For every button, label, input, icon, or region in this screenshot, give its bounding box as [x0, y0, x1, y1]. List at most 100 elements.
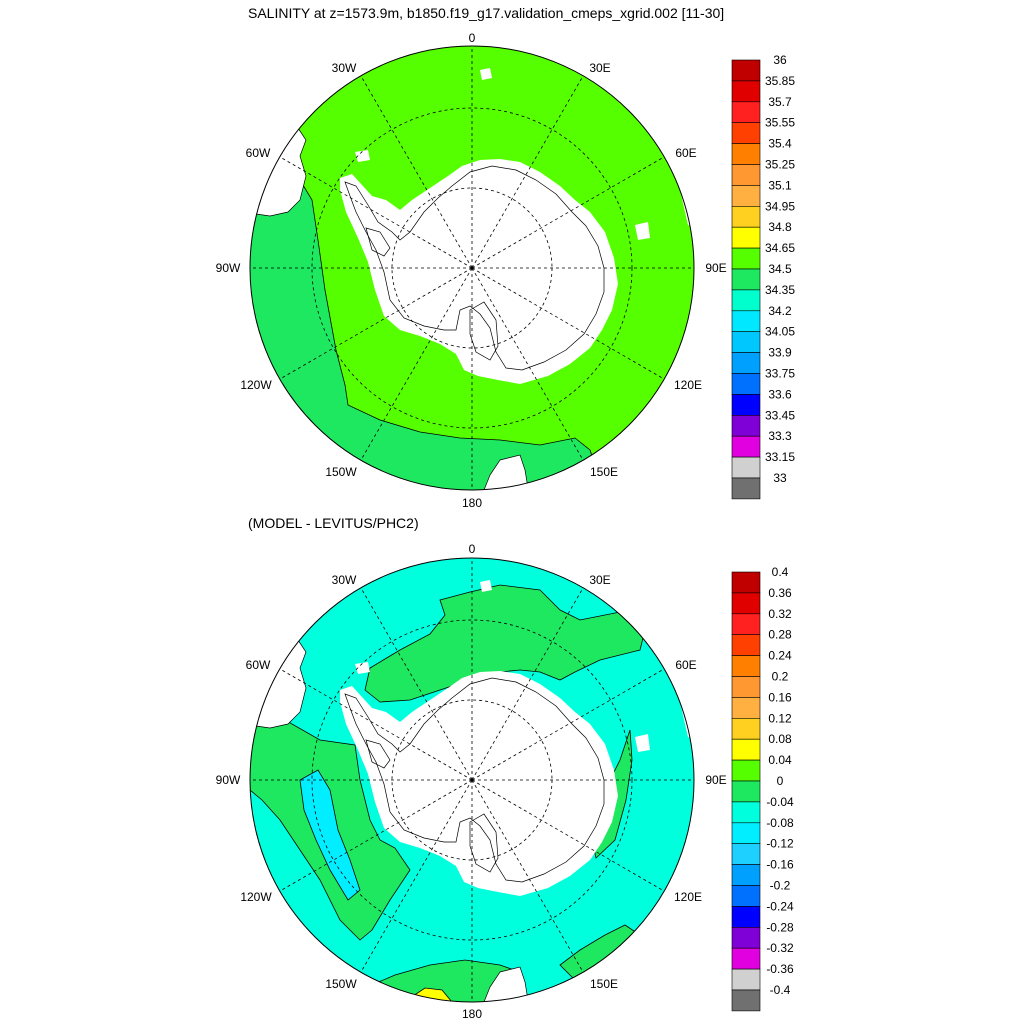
top-colorbar-box-19 — [731, 456, 761, 479]
top-colorbar-box-1 — [731, 80, 761, 103]
top-colorbar-box-11 — [731, 289, 761, 312]
top-colorbar-box-0 — [731, 59, 761, 82]
bottom-colorbar-label-16: -0.24 — [766, 899, 794, 913]
bottom-south-america — [250, 639, 307, 729]
top-lon-label-30e: 30E — [589, 61, 610, 75]
bottom-colorbar-label-9: 0.04 — [768, 753, 792, 767]
top-island-2 — [480, 68, 492, 80]
top-graticule — [250, 46, 694, 490]
bottom-lon-label-120e: 120E — [674, 890, 702, 904]
top-colorbar-label-10: 34.5 — [768, 262, 792, 276]
top-colorbar-box-20 — [731, 477, 761, 500]
top-colorbar-label-3: 35.55 — [765, 116, 795, 130]
top-lon-label-60w: 60W — [246, 146, 271, 160]
bottom-colorbar-box-10 — [731, 780, 761, 803]
bottom-colorbar-label-6: 0.16 — [768, 690, 792, 704]
top-lon-label-120w: 120W — [240, 378, 272, 392]
top-colorbar-label-0: 36 — [773, 53, 787, 67]
bottom-island-2 — [480, 580, 492, 592]
bottom-map-title: (MODEL - LEVITUS/PHC2) — [248, 515, 419, 531]
bottom-colorbar-box-15 — [731, 885, 761, 907]
bottom-colorbar-box-8 — [731, 738, 761, 761]
top-lon-label-0: 0 — [469, 31, 476, 45]
top-antarctica — [340, 159, 618, 384]
top-colorbar-box-5 — [731, 164, 761, 186]
bottom-lon-label-150w: 150W — [325, 977, 357, 991]
bottom-colorbar-label-12: -0.08 — [766, 816, 794, 830]
bottom-map: 0 30E 60E 90E 120E 150E 180 150W 120W 90… — [216, 542, 727, 1021]
top-colorbar-label-5: 35.25 — [765, 158, 795, 172]
bottom-colorbar-label-20: -0.4 — [770, 983, 791, 997]
bottom-lon-label-30w: 30W — [332, 573, 357, 587]
top-colorbar-box-10 — [731, 268, 761, 291]
bottom-positive-anomaly-atlantic — [364, 584, 646, 703]
bottom-colorbar-label-3: 0.28 — [768, 628, 792, 642]
top-antarctica-coast — [344, 165, 605, 371]
top-colorbar-box-9 — [731, 247, 761, 270]
top-lon-label-90w: 90W — [216, 261, 241, 275]
bottom-colorbar-box-6 — [731, 697, 761, 719]
top-colorbar-box-8 — [731, 226, 761, 249]
bottom-colorbar-label-5: 0.2 — [772, 670, 789, 684]
top-colorbar-label-13: 34.05 — [765, 325, 795, 339]
bottom-colorbar-box-4 — [731, 655, 761, 677]
bottom-colorbar-box-9 — [731, 759, 761, 782]
top-colorbar-box-4 — [731, 143, 761, 165]
bottom-colorbar-label-2: 0.32 — [768, 607, 792, 621]
bottom-colorbar-label-18: -0.32 — [766, 941, 794, 955]
bottom-colorbar-box-20 — [731, 989, 761, 1012]
bottom-colorbar-label-11: -0.04 — [766, 795, 794, 809]
top-colorbar-label-16: 33.6 — [768, 387, 792, 401]
bottom-lon-label-120w: 120W — [240, 890, 272, 904]
bottom-ross-shelf-outline — [469, 813, 499, 873]
bottom-colorbar-box-17 — [731, 926, 761, 949]
top-colorbar-label-9: 34.65 — [765, 241, 795, 255]
top-lon-label-60e: 60E — [675, 146, 696, 160]
bottom-colorbar: 0.4 0.36 0.32 0.28 0.24 0.2 0.16 0.12 0.08 0.04 0 -… — [731, 565, 794, 1012]
top-lon-label-120e: 120E — [674, 378, 702, 392]
bottom-colorbar-box-1 — [731, 592, 761, 615]
bottom-colorbar-box-11 — [731, 801, 761, 824]
bottom-island-3 — [635, 734, 650, 752]
top-south-america — [250, 127, 307, 217]
top-colorbar-box-3 — [731, 122, 761, 144]
bottom-lon-label-60e: 60E — [675, 658, 696, 672]
bottom-antarctica — [340, 671, 618, 896]
bottom-colorbar-label-19: -0.36 — [766, 962, 794, 976]
top-colorbar-label-2: 35.7 — [768, 95, 792, 109]
top-island-3 — [635, 222, 650, 240]
top-pole-marker — [471, 267, 473, 269]
bottom-colorbar-label-14: -0.16 — [766, 858, 794, 872]
bottom-colorbar-label-17: -0.28 — [766, 920, 794, 934]
top-lon-label-180: 180 — [462, 496, 482, 510]
bottom-colorbar-box-3 — [731, 634, 761, 656]
top-colorbar-label-12: 34.2 — [768, 304, 792, 318]
top-colorbar-label-4: 35.4 — [768, 137, 792, 151]
bottom-colorbar-label-13: -0.12 — [766, 837, 794, 851]
bottom-colorbar-label-15: -0.2 — [770, 879, 791, 893]
bottom-lon-label-60w: 60W — [246, 658, 271, 672]
top-weddell-shelf-outline — [365, 227, 391, 257]
bottom-colorbar-box-18 — [731, 947, 761, 970]
bottom-colorbar-box-16 — [731, 906, 761, 928]
bottom-lon-label-180: 180 — [462, 1007, 482, 1021]
bottom-colorbar-box-0 — [731, 571, 761, 594]
bottom-colorbar-box-12 — [731, 822, 761, 844]
top-colorbar-label-20: 33 — [773, 471, 787, 485]
top-colorbar-box-6 — [731, 185, 761, 207]
bottom-graticule — [250, 558, 694, 1002]
top-colorbar-label-1: 35.85 — [765, 74, 795, 88]
top-lon-label-150w: 150W — [325, 465, 357, 479]
bottom-colorbar-box-14 — [731, 864, 761, 886]
top-colorbar-box-7 — [731, 206, 761, 228]
top-colorbar-label-6: 35.1 — [768, 178, 792, 192]
top-lon-label-90e: 90E — [705, 261, 726, 275]
top-map-title: SALINITY at z=1573.9m, b1850.f19_g17.val… — [248, 5, 725, 21]
top-colorbar-label-15: 33.75 — [765, 367, 795, 381]
bottom-pole-marker — [471, 779, 473, 781]
top-colorbar-box-12 — [731, 310, 761, 332]
bottom-map-border — [249, 557, 695, 1003]
top-colorbar-label-8: 34.8 — [768, 220, 792, 234]
top-colorbar-label-7: 34.95 — [765, 199, 795, 213]
top-colorbar-box-14 — [731, 352, 761, 374]
